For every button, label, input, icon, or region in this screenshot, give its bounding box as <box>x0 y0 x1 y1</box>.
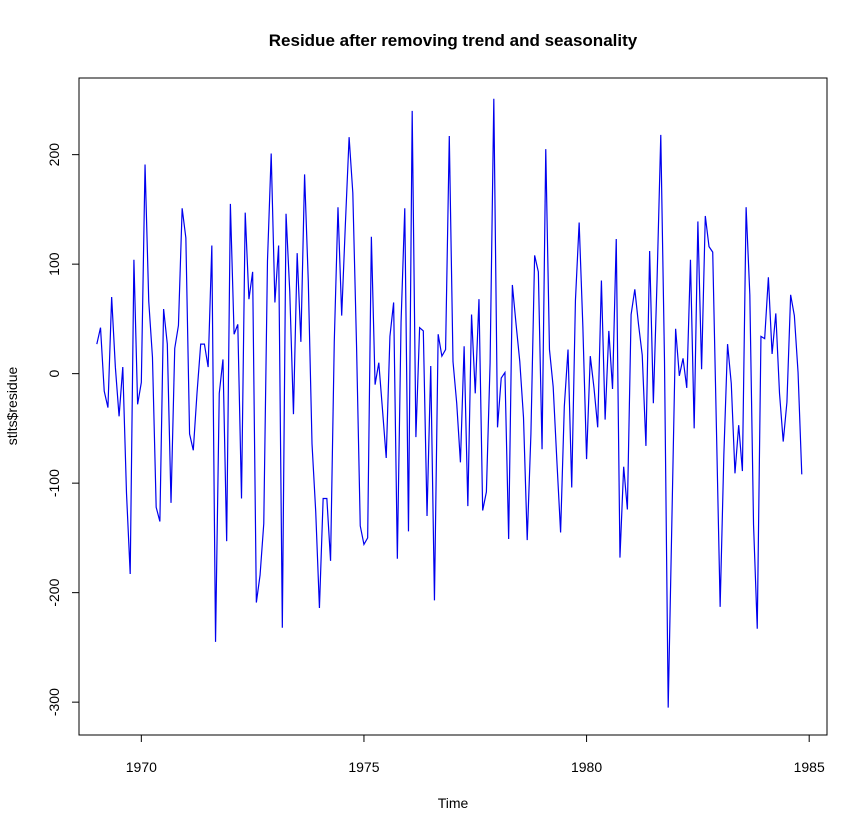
x-axis-label: Time <box>438 795 469 811</box>
y-axis: -300 -200 -100 0 100 200 <box>46 143 80 716</box>
chart-title: Residue after removing trend and seasona… <box>269 31 638 50</box>
x-tick-label: 1980 <box>571 759 602 775</box>
x-tick-label: 1975 <box>348 759 379 775</box>
residue-series-line <box>96 98 803 708</box>
y-tick-label: -300 <box>46 688 62 716</box>
y-tick-label: -200 <box>46 578 62 606</box>
x-tick-label: 1970 <box>126 759 157 775</box>
plot-frame <box>78 77 828 736</box>
y-tick-label: 100 <box>46 252 62 276</box>
x-axis: 1970 1975 1980 1985 <box>126 734 825 775</box>
y-tick-label: 0 <box>46 370 62 378</box>
x-tick-label: 1985 <box>794 759 825 775</box>
y-tick-label: -100 <box>46 469 62 497</box>
y-tick-label: 200 <box>46 143 62 167</box>
y-axis-label: stlts$residue <box>4 366 20 445</box>
